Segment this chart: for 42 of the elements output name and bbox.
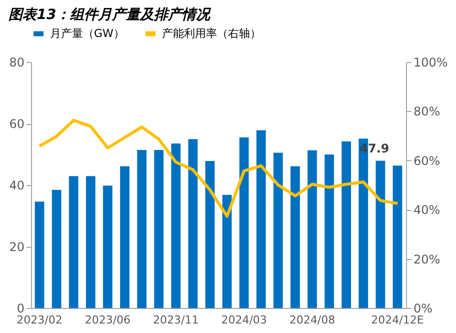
bar [68,176,78,308]
bar [290,166,300,308]
y2-tick-label: 80% [414,104,440,119]
y-tick-label: 40 [9,178,24,192]
x-tick-label: 2023/02 [16,314,62,326]
bar [273,152,283,308]
bar [308,150,317,308]
y-tick-label: 20 [9,240,24,254]
y2-tick-label: 100% [414,56,448,70]
bar [256,130,266,308]
bar [86,176,96,308]
y2-tick-label: 40% [414,203,440,218]
bar [137,150,146,308]
x-tick-label: 2023/06 [84,314,131,326]
x-tick-label: 2024/03 [221,314,267,326]
bar [34,202,44,308]
y2-tick-label: 20% [414,252,440,266]
x-tick-label: 2023/11 [153,314,199,326]
y2-tick-label: 60% [414,154,440,168]
bar [171,143,181,308]
bar [188,139,198,308]
bar [239,137,249,308]
x-tick-label: 2024/12E [371,314,424,326]
legend-label: 月产量（GW） [50,26,124,40]
bar [103,186,112,308]
chart-title: 图表13：组件月产量及排产情况 [8,6,212,23]
x-tick-label: 2024/08 [289,314,336,326]
y-tick-label: 0 [16,302,24,316]
bar [222,194,232,308]
bar [154,150,164,308]
line-series [38,118,399,218]
bar [392,166,402,308]
bar [205,161,215,308]
bar [342,141,352,308]
bar [52,190,62,308]
bar [120,166,130,308]
y-tick-label: 60 [9,117,24,131]
bar [376,160,386,308]
bar [324,154,334,308]
y-tick-label: 80 [9,56,24,70]
legend-label: 产能利用率（右轴） [162,26,261,40]
y2-tick-label: 0% [414,302,433,316]
